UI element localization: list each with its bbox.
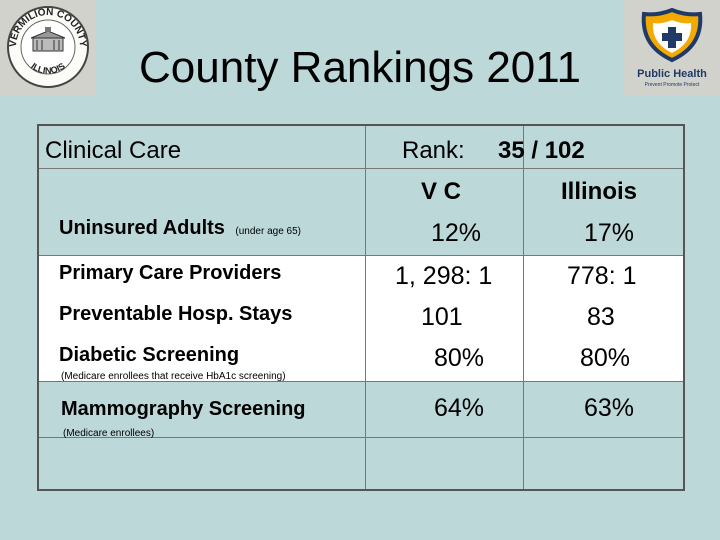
- svg-text:ILLINOIS: ILLINOIS: [29, 61, 67, 76]
- shield-icon: [641, 7, 703, 63]
- seal-bottom-text: ILLINOIS: [29, 61, 67, 76]
- vc-value: 80%: [434, 344, 485, 372]
- illinois-value: 63%: [584, 394, 635, 422]
- highlight-band: [39, 255, 683, 381]
- vc-value: 64%: [434, 394, 485, 422]
- row-divider: [39, 437, 683, 438]
- rank-value: 35 / 102: [498, 137, 585, 164]
- section-heading: Clinical Care: [45, 137, 182, 164]
- row-note: (Medicare enrollees): [63, 428, 155, 439]
- column-divider: [523, 126, 524, 489]
- county-seal-logo: VERMILION COUNTY ILLINOIS: [0, 0, 96, 96]
- row-divider: [39, 381, 683, 382]
- row-label: Preventable Hosp. Stays: [59, 303, 293, 325]
- illinois-value: 83: [587, 303, 615, 331]
- row-label: Primary Care Providers: [59, 262, 282, 284]
- vc-value: 1, 298: 1: [395, 262, 493, 290]
- public-health-tagline: Prevent Promote Protect: [645, 82, 700, 88]
- slide-title: County Rankings 2011: [139, 43, 581, 92]
- column-divider: [365, 126, 366, 489]
- row-label: Diabetic Screening: [59, 344, 240, 366]
- row-divider: [39, 168, 683, 169]
- vc-value: 12%: [431, 219, 482, 247]
- illinois-value: 778: 1: [567, 262, 637, 290]
- row-label: Uninsured Adults: [59, 217, 225, 239]
- row-note: (Medicare enrollees that receive HbA1c s…: [61, 371, 286, 382]
- public-health-name: Public Health: [637, 68, 707, 80]
- column-header-illinois: Illinois: [561, 178, 638, 205]
- column-header-vc: V C: [421, 178, 462, 205]
- rank-label: Rank:: [402, 137, 465, 164]
- row-label: Mammography Screening: [61, 398, 306, 420]
- courthouse-icon: [30, 27, 66, 52]
- row-note: (under age 65): [235, 226, 301, 237]
- vc-value: 101: [421, 303, 463, 331]
- table-row: Uninsured Adults (under age 65): [59, 217, 301, 240]
- illinois-value: 80%: [580, 344, 631, 372]
- illinois-value: 17%: [584, 219, 635, 247]
- public-health-logo: Public Health Prevent Promote Protect: [624, 0, 720, 96]
- rankings-table: Clinical Care Rank: 35 / 102 V C Illinoi…: [37, 124, 685, 491]
- row-divider: [39, 255, 683, 256]
